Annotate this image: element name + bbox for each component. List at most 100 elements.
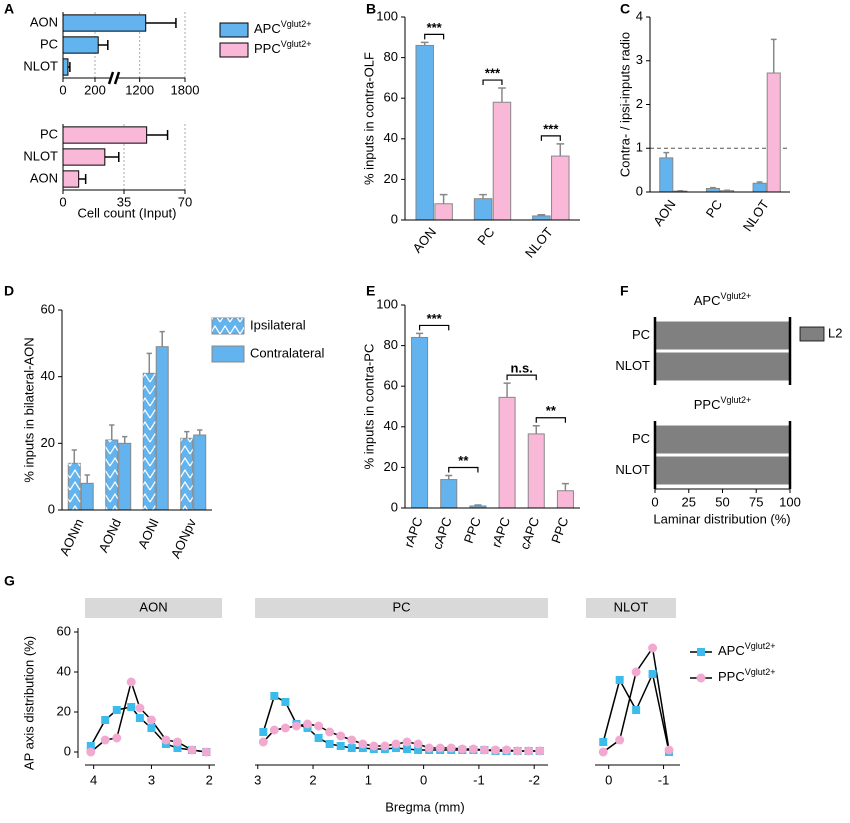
legend-label-sup: Vglut2+ (281, 19, 312, 29)
x-axis-label: Cell count (Input) (78, 205, 177, 220)
legend-label: PPCVglut2+ (254, 39, 312, 56)
bar-segment (655, 425, 790, 454)
significance-label: *** (543, 121, 559, 136)
y-tick-label: 0 (391, 211, 398, 226)
y-axis-label: % inputs in bilateral-AON (21, 337, 36, 482)
x-tick-label: 3 (254, 772, 261, 787)
error-bar (145, 18, 177, 28)
x-tick-label: 70 (178, 194, 192, 209)
panel-title: PPCVglut2+ (694, 395, 752, 412)
series-line (602, 646, 670, 753)
legend-label: Ipsilateral (250, 317, 306, 332)
bar (193, 434, 207, 511)
point (270, 692, 279, 700)
bar-hatch (180, 438, 193, 510)
bar (62, 58, 69, 76)
bar (415, 44, 434, 221)
y-tick-label: 40 (41, 368, 55, 383)
series-line (90, 706, 207, 753)
x-tick-label: PC (474, 224, 497, 247)
error-bar (663, 151, 670, 158)
legend-marker (696, 673, 706, 683)
y-tick-label: 0 (391, 499, 398, 514)
x-tick-label: AONm (57, 516, 87, 558)
point (258, 737, 268, 747)
point (314, 734, 323, 742)
x-tick-label: 1800 (171, 82, 200, 97)
error-bar (67, 62, 71, 72)
bar-segment (655, 352, 790, 381)
y-tick-label: 4 (636, 8, 643, 23)
x-tick-label: PC (703, 197, 726, 220)
point (281, 698, 290, 706)
error-bar (71, 449, 77, 464)
point (161, 735, 171, 745)
x-tick-label: -2 (528, 772, 540, 787)
point (424, 743, 434, 753)
significance-label: ** (458, 453, 469, 468)
panel-letter: G (4, 573, 15, 589)
point (403, 745, 412, 753)
bar-hatch (143, 373, 156, 510)
point (479, 745, 489, 755)
point (598, 747, 608, 757)
legend-label-main: APC (254, 21, 281, 36)
category-label: NLOT (23, 58, 58, 73)
error-bar (184, 430, 190, 439)
y-tick-label: 3 (636, 52, 643, 67)
legend-swatch (799, 326, 825, 342)
point (101, 716, 110, 724)
bar (551, 155, 570, 221)
legend-label: L2 (828, 325, 842, 340)
bar (659, 157, 674, 193)
point (147, 724, 156, 732)
significance-bracket (424, 33, 445, 40)
category-label: PC (632, 327, 650, 342)
point (314, 721, 324, 731)
legend-label: Contralateral (250, 345, 325, 360)
y-axis-label: AP axis distribution (%) (21, 636, 36, 770)
point (86, 742, 95, 750)
bar (434, 203, 453, 221)
error-bar (78, 174, 87, 184)
bar-segment (655, 321, 790, 350)
legend-label-main: PPC (254, 41, 281, 56)
point (280, 723, 290, 733)
point (259, 728, 268, 736)
bar-hatch (105, 440, 118, 510)
point (615, 735, 625, 745)
panel-title-sup: Vglut2+ (720, 291, 751, 301)
point (502, 745, 512, 755)
error-bar (503, 382, 511, 398)
error-bar (122, 435, 128, 444)
point (173, 744, 182, 752)
bar (411, 336, 429, 509)
point (599, 738, 608, 746)
category-label: AON (30, 170, 58, 185)
y-tick-label: 60 (41, 301, 55, 316)
y-tick-label: 40 (384, 418, 398, 433)
group-header (85, 598, 222, 618)
significance-bracket (540, 135, 561, 141)
legend-label-sup: Vglut2+ (745, 641, 776, 651)
x-tick-label: 4 (90, 772, 97, 787)
x-tick-label: rAPC (401, 515, 426, 549)
significance-label: ** (546, 403, 557, 418)
x-tick-label: 0 (59, 82, 66, 97)
x-tick-label: AON (650, 197, 678, 229)
x-tick-label: 100 (779, 494, 801, 509)
x-tick-label: 2 (309, 772, 316, 787)
bar-hatch (68, 463, 81, 510)
x-axis-label: Laminar distribution (%) (653, 511, 790, 526)
point (513, 746, 523, 756)
point (347, 744, 356, 752)
x-tick-label: 0 (420, 772, 427, 787)
group-header (586, 598, 676, 618)
x-axis-label: Bregma (mm) (385, 799, 464, 814)
axis-break (113, 71, 121, 85)
error-bar (109, 424, 115, 440)
legend-label: APCVglut2+ (718, 641, 776, 658)
error-bar (104, 152, 120, 162)
point (135, 703, 145, 713)
